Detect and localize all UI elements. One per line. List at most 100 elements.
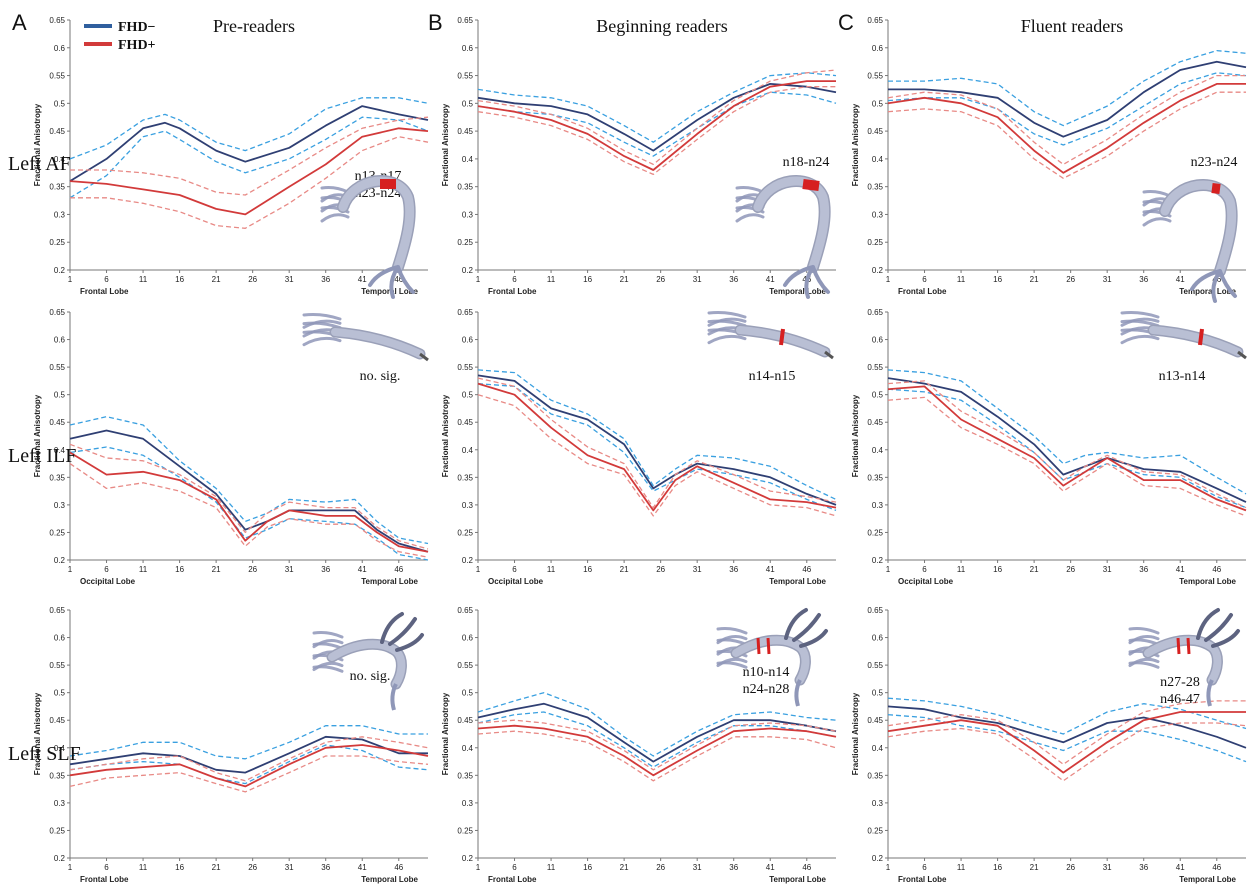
tract-af-beginning-readers [735,175,831,299]
tract-af-pre-readers-frontal-fibers [320,213,350,223]
chart-2-1-y-label: Fractional Anisotropy [33,394,42,477]
chart-3-3-ytick-label: 0.3 [872,799,884,808]
chart-3-2-xtick-label: 26 [656,863,665,872]
tract-ilf-pre-readers-occipital-fibers [302,313,342,321]
chart-1-3-ytick-label: 0.55 [867,72,883,81]
chart-2-2-ytick-label: 0.35 [457,473,473,482]
chart-1-3-series-fhd-neg-mean [888,60,1247,138]
chart-2-1-series-fhd-pos-mean [69,451,429,553]
chart-3-2-series-fhd-pos-lower [477,730,837,782]
chart-1-3: 0.20.250.30.350.40.450.50.550.60.651 6 11 1… [851,16,1247,296]
chart-2-2: 0.20.250.30.350.40.450.50.550.60.651 6 11 1… [441,308,837,586]
tract-af-fluent-readers-significant-segment [1211,183,1221,194]
chart-2-3-xtick-label: 31 [1103,565,1112,574]
chart-2-2-series-fhd-pos-mean [477,382,837,512]
tract-illustrations [302,175,1247,711]
chart-1-1-ytick-label: 0.35 [49,183,65,192]
chart-2-2-xtick-label: 11 [547,565,556,574]
chart-2-3-x-end-label: Temporal Lobe [1179,577,1236,586]
chart-3-3-annotation: n46-47 [1160,692,1200,707]
tract-slf-fluent-readers-frontal-fibers [1128,661,1160,669]
chart-2-1-ytick-label: 0.55 [49,363,65,372]
chart-3-1-series-fhd-pos-lower [69,755,429,793]
chart-2-3-series-fhd-neg-upper [887,369,1247,495]
tract-af-beginning-readers-frontal-fibers [735,213,765,223]
chart-2-1-xtick-label: 21 [212,565,221,574]
tract-ilf-fluent-readers [1120,311,1247,360]
chart-2-2-y-label: Fractional Anisotropy [441,394,450,477]
chart-1-3-ytick-label: 0.3 [872,210,884,219]
tract-ilf-pre-readers [302,313,429,362]
chart-3-1-x-start-label: Frontal Lobe [80,875,129,884]
chart-2-1-ytick-label: 0.6 [54,336,66,345]
chart-2-1-xtick-label: 31 [285,565,294,574]
chart-3-3-xtick-label: 41 [1176,863,1185,872]
tract-slf-beginning-readers-frontal-fibers [716,661,748,669]
chart-2-1: 0.20.250.30.350.40.450.50.550.60.651 6 11 1… [33,308,429,586]
chart-panels: 0.20.250.30.350.40.450.50.550.60.651 6 11 1… [33,16,1247,884]
chart-1-2-xtick-label: 6 [512,275,517,284]
chart-3-3-series-fhd-neg-lower [887,714,1247,763]
tract-af-beginning-readers-frontal-fibers [735,186,765,194]
tract-ilf-fluent-readers-occipital-fibers [1120,334,1160,345]
chart-2-1-xtick-label: 26 [248,565,257,574]
tract-af-fluent-readers [1142,179,1238,303]
chart-3-3-annotation: n27-28 [1160,675,1200,690]
tract-af-beginning-readers-significant-segment [802,179,820,191]
chart-3-2-series-fhd-neg-lower [477,711,837,768]
chart-3-3-series-fhd-pos-lower [887,722,1247,782]
chart-2-3-ytick-label: 0.4 [872,446,884,455]
chart-2-1-xtick-label: 46 [394,565,403,574]
chart-1-3-x-start-label: Frontal Lobe [898,287,947,296]
chart-1-2-ytick-label: 0.4 [462,155,474,164]
tract-slf-beginning-readers-frontal-fibers [716,627,748,635]
column-title-beginning-readers: Beginning readers [596,16,727,36]
chart-3-3-xtick-label: 46 [1212,863,1221,872]
chart-3-2-ytick-label: 0.3 [462,799,474,808]
tract-slf-beginning-readers-parietal-fibers [784,608,828,648]
chart-3-2-xtick-label: 21 [620,863,629,872]
chart-2-3: 0.20.250.30.350.40.450.50.550.60.651 6 11 1… [851,308,1247,586]
chart-2-1-xtick-label: 36 [321,565,330,574]
chart-2-2-xtick-label: 1 [476,565,481,574]
chart-2-2-ytick-label: 0.4 [462,446,474,455]
chart-3-3-ytick-label: 0.4 [872,744,884,753]
chart-2-3-x-start-label: Occipital Lobe [898,577,954,586]
row-label-left-slf: Left SLF [8,743,81,765]
chart-3-1-ytick-label: 0.45 [49,716,65,725]
chart-3-2-annotation: n10-n14 [743,665,790,680]
chart-3-1-xtick-label: 21 [212,863,221,872]
chart-2-2-xtick-label: 21 [620,565,629,574]
chart-1-1-xtick-label: 11 [139,275,148,284]
chart-2-3-ytick-label: 0.55 [867,363,883,372]
chart-2-1-ytick-label: 0.3 [54,501,66,510]
chart-3-1-ytick-label: 0.2 [54,854,66,863]
chart-2-3-annotation: n13-n14 [1159,369,1206,384]
chart-3-1-ytick-label: 0.35 [49,771,65,780]
chart-2-2-xtick-label: 16 [583,565,592,574]
chart-3-3-ytick-label: 0.65 [867,606,883,615]
panel-letter-a: A [12,10,27,35]
tract-ilf-pre-readers-occipital-fibers [302,336,342,347]
chart-2-3-ytick-label: 0.65 [867,308,883,317]
chart-1-3-ytick-label: 0.6 [872,44,884,53]
chart-3-2-xtick-label: 11 [547,863,556,872]
chart-1-1-ytick-label: 0.3 [54,210,66,219]
chart-3-2-series-fhd-neg-upper [477,692,837,757]
chart-3-1-xtick-label: 1 [68,863,73,872]
chart-1-3-y-label: Fractional Anisotropy [851,103,860,186]
chart-1-2-series-fhd-pos-lower [477,86,836,176]
chart-2-2-xtick-label: 46 [802,565,811,574]
chart-2-2-ytick-label: 0.5 [462,391,474,400]
tract-slf-fluent-readers-temporal-fibers [1206,679,1214,707]
chart-2-2-x-end-label: Temporal Lobe [769,577,826,586]
chart-3-1-series-fhd-neg-mean [69,735,428,774]
chart-1-2-ytick-label: 0.45 [457,127,473,136]
chart-2-3-series-fhd-pos-mean [887,385,1247,512]
chart-2-2-xtick-label: 41 [766,565,775,574]
tract-slf-beginning-readers-significant-segment [766,637,771,655]
chart-1-2-ytick-label: 0.3 [462,210,474,219]
tract-ilf-beginning-readers-occipital-fibers [707,311,747,319]
chart-1-2-series-fhd-pos-upper [477,69,837,166]
chart-3-1-ytick-label: 0.3 [54,799,66,808]
